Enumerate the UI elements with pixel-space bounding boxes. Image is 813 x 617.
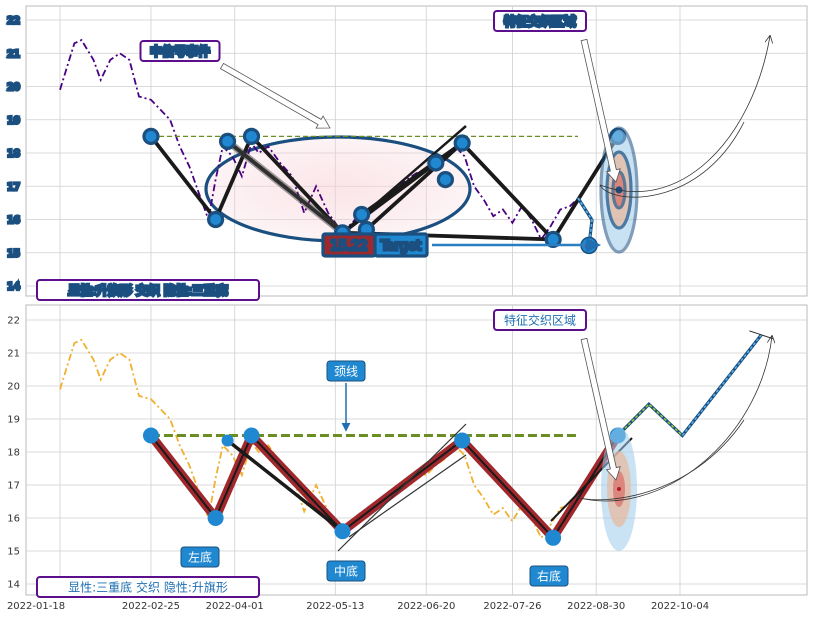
pattern-point-marker	[207, 510, 224, 526]
pattern-segment	[364, 141, 465, 232]
y-tick-label: 16	[7, 215, 20, 226]
projection-curve-arrow	[599, 36, 770, 193]
pattern-point-marker	[453, 134, 471, 152]
y-tick-label: 17	[7, 481, 20, 492]
callout-region-arrow	[580, 38, 621, 183]
pattern-point-marker	[142, 427, 159, 444]
middle-bottom-label: 中底	[334, 564, 358, 579]
neckline-label: 颈线	[334, 365, 358, 379]
pattern-segment-thick	[225, 138, 345, 236]
y-tick-label: 14	[7, 282, 20, 293]
y-tick-label: 14	[7, 580, 20, 591]
projection-curve	[599, 121, 745, 198]
pattern-point-marker	[206, 210, 225, 229]
x-tick-label: 2022-01-18	[7, 601, 65, 612]
callout-signal-event-box	[139, 40, 221, 62]
pattern-point-marker	[454, 432, 471, 449]
top-panel: 14 15 16 17 18 19 20 21 22 15.22 Target 中信号事件 特征交织区域…	[6, 5, 808, 301]
projection-path-inner-blue	[681, 334, 762, 436]
projection-curve-arrow	[575, 336, 772, 502]
panel-footer-label-box	[36, 279, 260, 301]
pattern-point-marker	[218, 132, 237, 150]
x-tick-label: 2022-02-25	[122, 601, 180, 612]
y-tick-label: 15	[7, 248, 20, 259]
x-tick-label: 2022-10-04	[651, 601, 709, 612]
pattern-point-marker	[243, 427, 260, 444]
y-tick-label: 19	[7, 415, 20, 426]
pattern-point-marker	[427, 154, 445, 172]
panel-footer-label: 显性:升旗形 交织 隐性:三重底	[68, 283, 228, 298]
right-bottom-label: 右底	[537, 569, 561, 584]
target-dashed-path-inner	[577, 197, 593, 246]
x-tick-label: 2022-08-30	[567, 601, 625, 612]
channel-line-lower	[348, 454, 467, 538]
neckline-label-box	[326, 360, 366, 382]
panel-footer-label: 显性:三重底 交织 隐性:升旗形	[68, 580, 228, 595]
y-tick-label: 16	[7, 514, 20, 525]
x-tick-label: 2022-06-20	[397, 601, 455, 612]
target-value: 15.22	[330, 239, 367, 254]
x-tick-label: 2022-04-01	[206, 601, 264, 612]
y-tick-label: 20	[7, 82, 20, 93]
left-bottom-label-box	[180, 546, 220, 568]
y-tick-label: 17	[7, 182, 20, 193]
callout-intersection-region: 特征交织区域	[504, 313, 576, 328]
callout-intersection-region: 特征交织区域	[504, 14, 576, 29]
callout-intersection-region-box	[493, 309, 587, 331]
x-tick-label: 2022-05-13	[306, 601, 364, 612]
target-label-box	[373, 232, 429, 258]
x-tick-label: 2022-07-26	[483, 601, 541, 612]
callout-region-arrow	[580, 337, 621, 481]
pattern-point-marker	[242, 127, 261, 145]
pattern-segment	[149, 134, 218, 222]
plot-frame	[25, 304, 808, 596]
flag-segment	[226, 439, 344, 533]
y-tick-label: 20	[7, 382, 20, 393]
pattern-segment	[460, 141, 556, 242]
panel-footer-label-box	[36, 576, 260, 598]
target-label: Target	[380, 239, 421, 254]
pattern-point-marker	[353, 205, 371, 224]
callout-intersection-region-box	[493, 10, 587, 32]
pattern-point-marker	[545, 529, 562, 546]
y-tick-label: 21	[7, 49, 20, 60]
pattern-point-marker	[544, 230, 562, 249]
callout-signal-arrow	[219, 62, 331, 129]
callout-signal-event: 中信号事件	[150, 44, 210, 59]
projection-curve	[575, 419, 745, 501]
y-tick-label: 22	[7, 16, 20, 27]
y-tick-label: 19	[7, 115, 20, 126]
y-tick-label: 18	[7, 149, 20, 160]
y-tick-label: 18	[7, 448, 20, 459]
pattern-point-marker	[221, 434, 234, 447]
pattern-point-marker	[142, 127, 160, 145]
middle-bottom-label-box	[326, 560, 366, 582]
left-bottom-label: 左底	[188, 550, 212, 565]
pattern-segment	[213, 134, 254, 222]
intersection-zone-dot	[617, 487, 621, 491]
y-tick-label: 21	[7, 349, 20, 360]
y-tick-label: 15	[7, 547, 20, 558]
pattern-point-marker	[334, 523, 351, 540]
y-tick-label: 22	[7, 316, 20, 327]
pattern-point-marker	[436, 171, 455, 189]
right-bottom-label-box	[529, 565, 569, 587]
